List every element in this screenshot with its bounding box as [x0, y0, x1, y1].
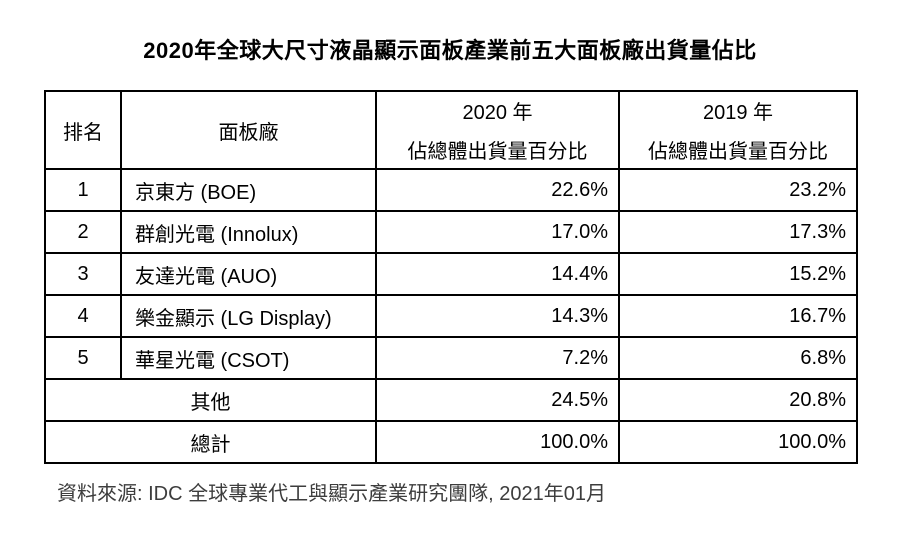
value-2019-cell: 15.2%: [618, 252, 858, 296]
table-row: 2 群創光電 (Innolux) 17.0% 17.3%: [44, 210, 858, 254]
header-2020-subtitle: 佔總體出貨量百分比: [407, 141, 588, 163]
header-2019-subtitle: 佔總體出貨量百分比: [648, 141, 828, 163]
rank-cell: 3: [44, 252, 122, 296]
page-title: 2020年全球大尺寸液晶顯示面板產業前五大面板廠出貨量佔比: [143, 38, 757, 63]
header-rank: 排名: [44, 90, 122, 170]
value-2020-cell: 7.2%: [375, 336, 620, 380]
header-2019-year: 2019 年: [702, 102, 774, 124]
maker-cell: 樂金顯示 (LG Display): [120, 294, 377, 338]
value-2019-cell: 16.7%: [618, 294, 858, 338]
value-2020-cell: 14.4%: [375, 252, 620, 296]
maker-cell: 群創光電 (Innolux): [120, 210, 377, 254]
value-2020-cell: 100.0%: [375, 420, 620, 464]
value-2019-cell: 20.8%: [618, 378, 858, 422]
header-2020: 2020 年 佔總體出貨量百分比: [375, 90, 620, 170]
header-maker: 面板廠: [120, 90, 377, 170]
value-2020-cell: 14.3%: [375, 294, 620, 338]
header-2019: 2019 年 佔總體出貨量百分比: [618, 90, 858, 170]
rank-cell: 4: [44, 294, 122, 338]
source-note: 資料來源: IDC 全球專業代工與顯示產業研究團隊, 2021年01月: [57, 483, 606, 505]
header-2020-year: 2020 年: [462, 102, 533, 124]
table-row: 3 友達光電 (AUO) 14.4% 15.2%: [44, 252, 858, 296]
value-2019-cell: 17.3%: [618, 210, 858, 254]
maker-cell: 友達光電 (AUO): [120, 252, 377, 296]
value-2020-cell: 22.6%: [375, 168, 620, 212]
value-2019-cell: 6.8%: [618, 336, 858, 380]
shipment-share-table: 排名 面板廠 2020 年 佔總體出貨量百分比 2019 年 佔總體出貨量百分比…: [44, 90, 858, 464]
maker-cell: 華星光電 (CSOT): [120, 336, 377, 380]
summary-label-cell: 其他: [44, 378, 377, 422]
table-row: 5 華星光電 (CSOT) 7.2% 6.8%: [44, 336, 858, 380]
summary-label-cell: 總計: [44, 420, 377, 464]
rank-cell: 2: [44, 210, 122, 254]
value-2020-cell: 24.5%: [375, 378, 620, 422]
header-row: 排名 面板廠 2020 年 佔總體出貨量百分比 2019 年 佔總體出貨量百分比: [44, 90, 858, 170]
value-2019-cell: 100.0%: [618, 420, 858, 464]
value-2019-cell: 23.2%: [618, 168, 858, 212]
value-2020-cell: 17.0%: [375, 210, 620, 254]
rank-cell: 5: [44, 336, 122, 380]
rank-cell: 1: [44, 168, 122, 212]
maker-cell: 京東方 (BOE): [120, 168, 377, 212]
table-row: 4 樂金顯示 (LG Display) 14.3% 16.7%: [44, 294, 858, 338]
summary-row-total: 總計 100.0% 100.0%: [44, 420, 858, 464]
table-row: 1 京東方 (BOE) 22.6% 23.2%: [44, 168, 858, 212]
summary-row-others: 其他 24.5% 20.8%: [44, 378, 858, 422]
